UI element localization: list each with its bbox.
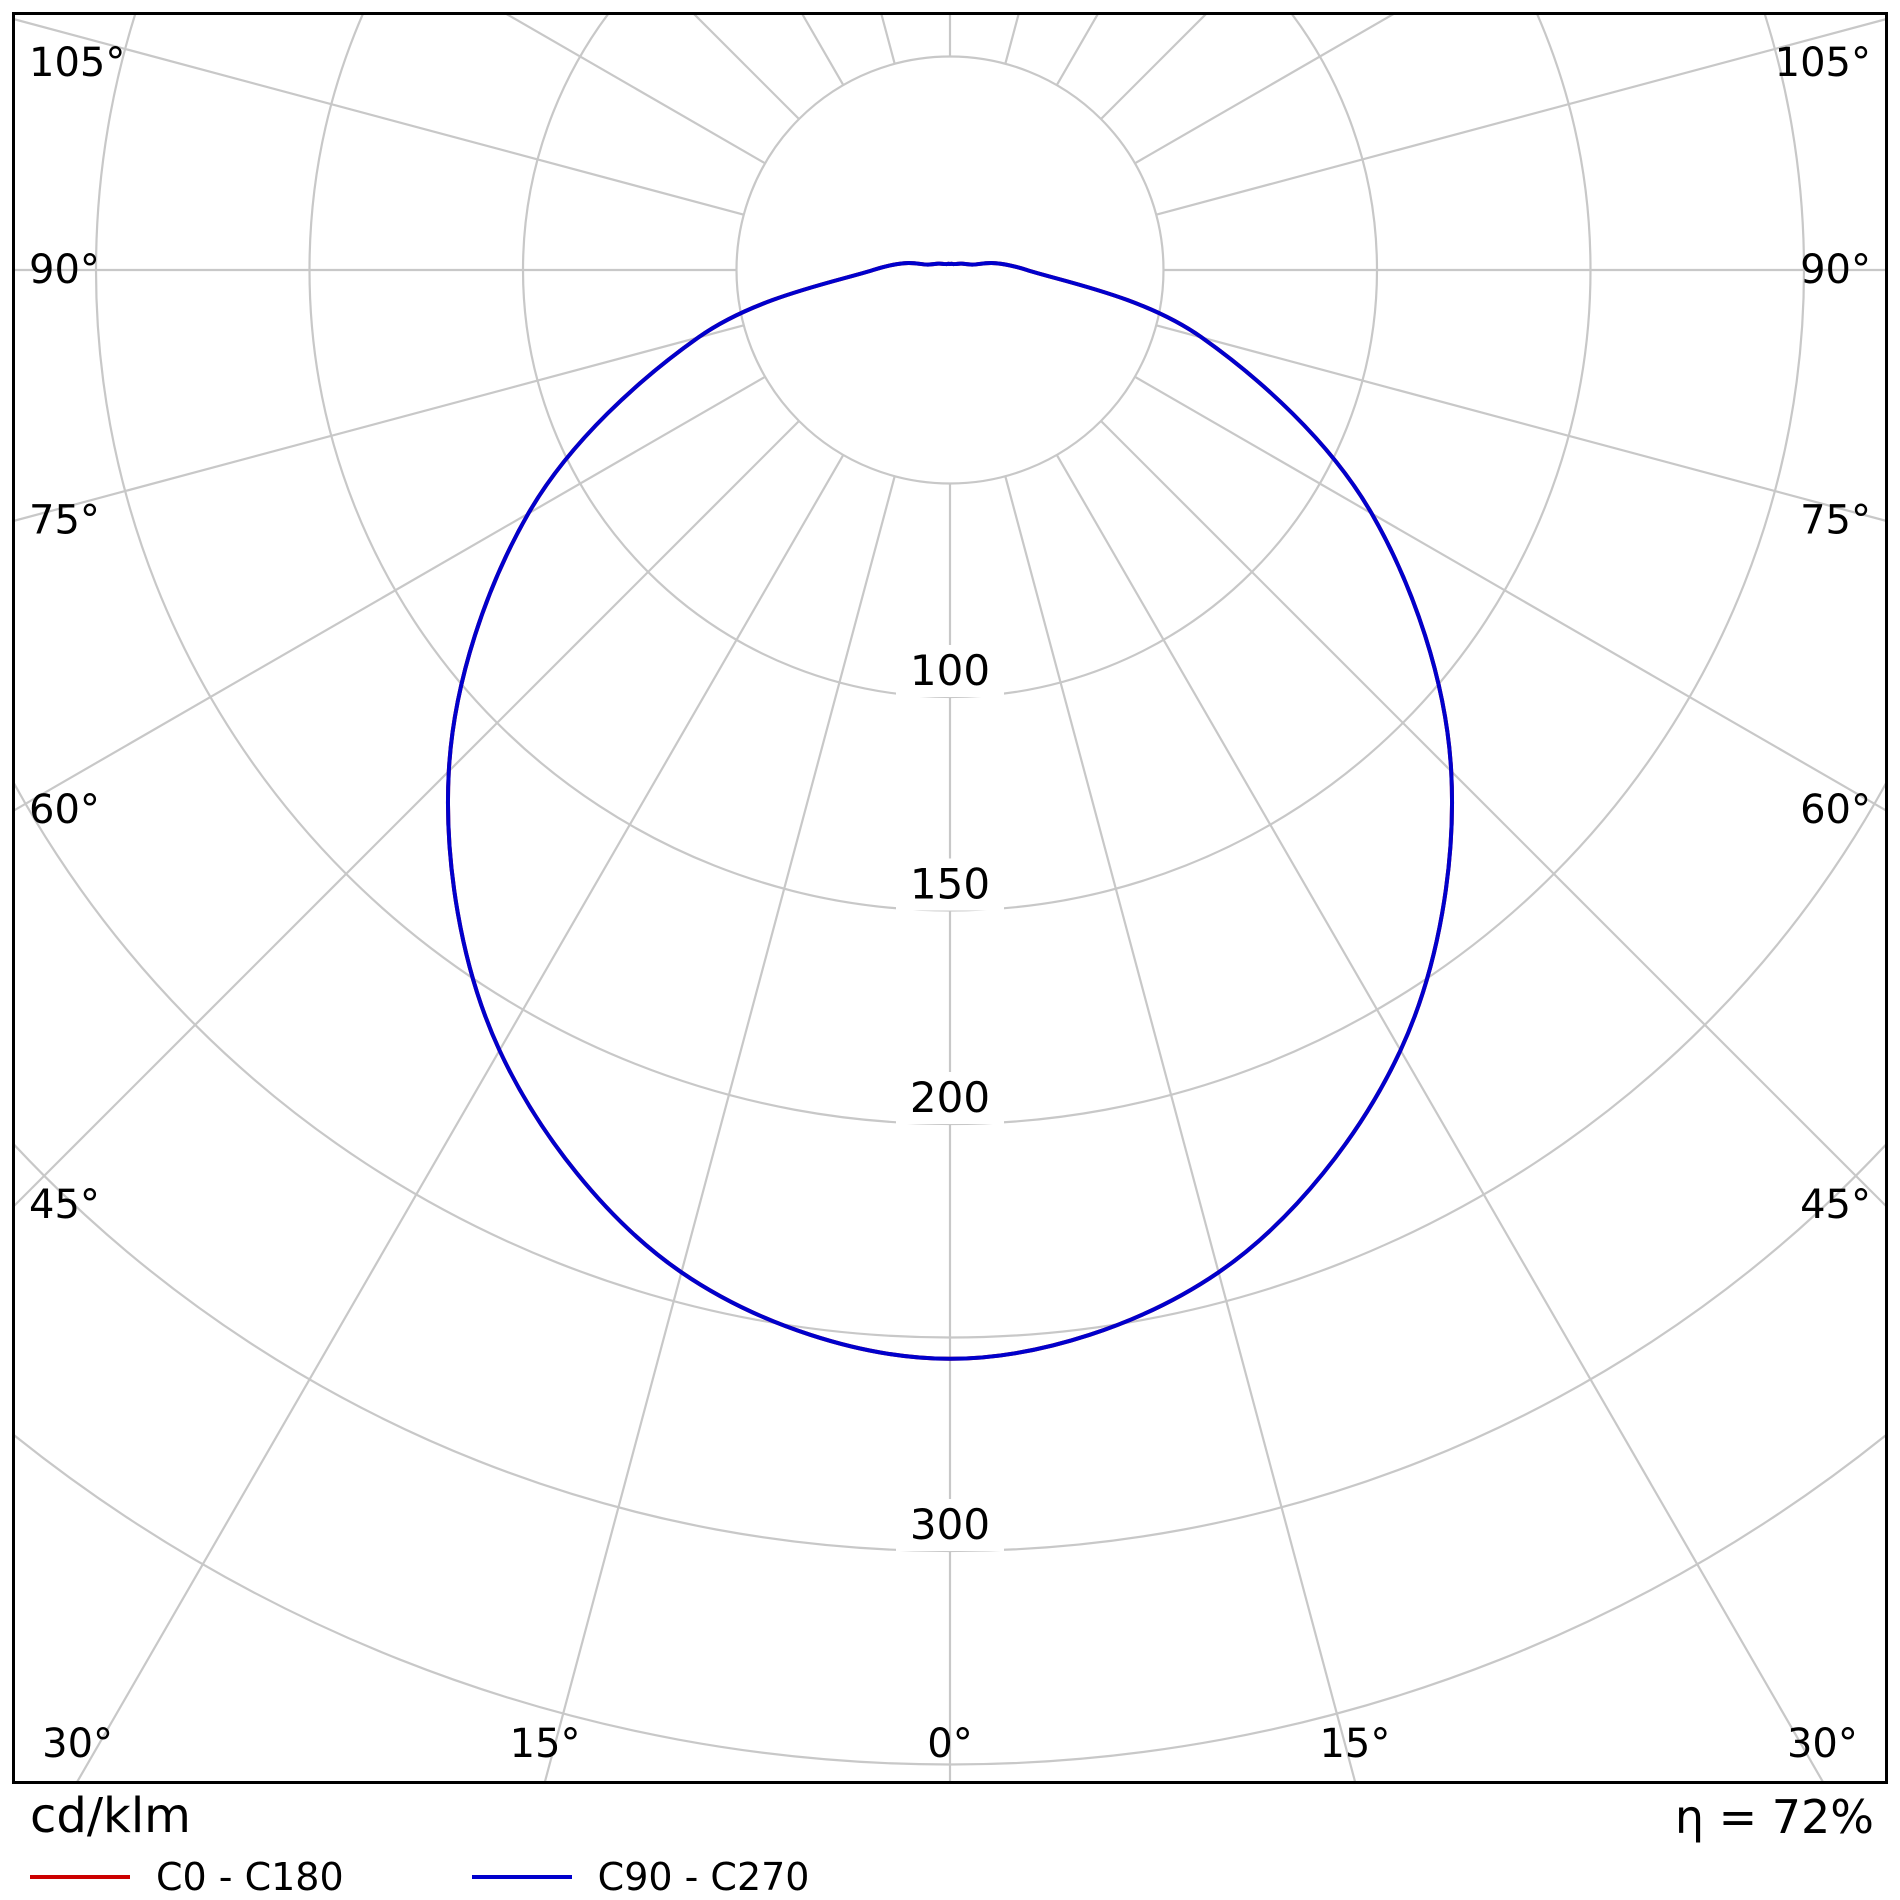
angle-label-60-right: 60°: [1800, 787, 1871, 833]
legend-line-blue: [471, 1874, 572, 1879]
efficiency-label: η = 72%: [1674, 1790, 1874, 1845]
grid-spoke-165l: [880, 15, 896, 65]
polar-plot-frame: 0° 15° 15° 30° 30° 45° 45° 60° 60° 75° 75° 90° 90° 10…: [12, 12, 1888, 1784]
angle-label-30-left: 30°: [42, 1721, 113, 1767]
grid-ring-50: [735, 55, 1165, 485]
angle-label-15-right: 15°: [1319, 1721, 1390, 1767]
legend-item-c0-c180: C0 - C180: [30, 1855, 344, 1899]
ring-label-mask-300: [896, 1499, 1004, 1551]
grid-spoke-15l: [543, 475, 896, 1781]
angle-label-45-right: 45°: [1800, 1182, 1871, 1228]
angle-label-45-left: 45°: [29, 1182, 100, 1228]
polar-chart: 0° 15° 15° 30° 30° 45° 45° 60° 60° 75° 75° 90° 90° 10…: [15, 15, 1885, 1781]
legend: C0 - C180 C90 - C270: [12, 1855, 1888, 1899]
unit-label: cd/klm: [30, 1788, 191, 1844]
grid-spoke-150l: [801, 15, 845, 86]
grid-spoke-45l: [15, 420, 800, 1207]
footer-top-row: cd/klm η = 72%: [12, 1790, 1888, 1843]
grid-spoke-60r: [1134, 375, 1885, 812]
grid-spoke-30r: [1055, 454, 1824, 1781]
ring-label-200: 200: [910, 1073, 990, 1122]
legend-line-red: [30, 1874, 130, 1879]
grid-spoke-135l: [693, 15, 800, 120]
grid-spoke-75r: [1155, 324, 1885, 522]
grid-spoke-135r: [1100, 15, 1207, 120]
grid-spoke-75l: [15, 324, 745, 522]
grid-spoke-60l: [15, 375, 766, 812]
ring-label-100: 100: [910, 646, 990, 695]
legend-label-c0-c180: C0 - C180: [156, 1854, 344, 1899]
curve-C90-C270: [445, 261, 1455, 1361]
angle-label-90-right: 90°: [1800, 247, 1871, 293]
angle-label-75-left: 75°: [29, 498, 100, 544]
angle-label-60-left: 60°: [29, 787, 100, 833]
grid-spoke-165r: [1004, 15, 1020, 65]
angle-label-0-right: 0°: [927, 1721, 972, 1767]
chart-footer: cd/klm η = 72% C0 - C180 C90 - C270: [12, 1790, 1888, 1899]
grid-spoke-105l: [15, 18, 745, 216]
grid-spoke-15r: [1004, 475, 1357, 1781]
legend-label-c90-c270: C90 - C270: [597, 1854, 810, 1899]
grid-spoke-45r: [1100, 420, 1885, 1207]
ring-label-mask-200: [896, 1072, 1004, 1124]
angle-label-105-right: 105°: [1775, 40, 1871, 86]
ring-label-150: 150: [910, 860, 990, 909]
grid-spoke-150r: [1055, 15, 1099, 86]
angle-label-15-left: 15°: [510, 1721, 581, 1767]
ring-label-mask-100: [896, 645, 1004, 697]
angle-label-75-right: 75°: [1800, 498, 1871, 544]
ring-label-300: 300: [910, 1500, 990, 1549]
grid-spoke-30l: [76, 454, 845, 1781]
ring-label-mask-150: [896, 858, 1004, 911]
angle-label-90-left: 90°: [29, 247, 100, 293]
angle-label-105-left: 105°: [29, 40, 125, 86]
legend-item-c90-c270: C90 - C270: [471, 1854, 810, 1899]
grid-spoke-105r: [1155, 18, 1885, 216]
angle-label-30-right: 30°: [1787, 1721, 1858, 1767]
